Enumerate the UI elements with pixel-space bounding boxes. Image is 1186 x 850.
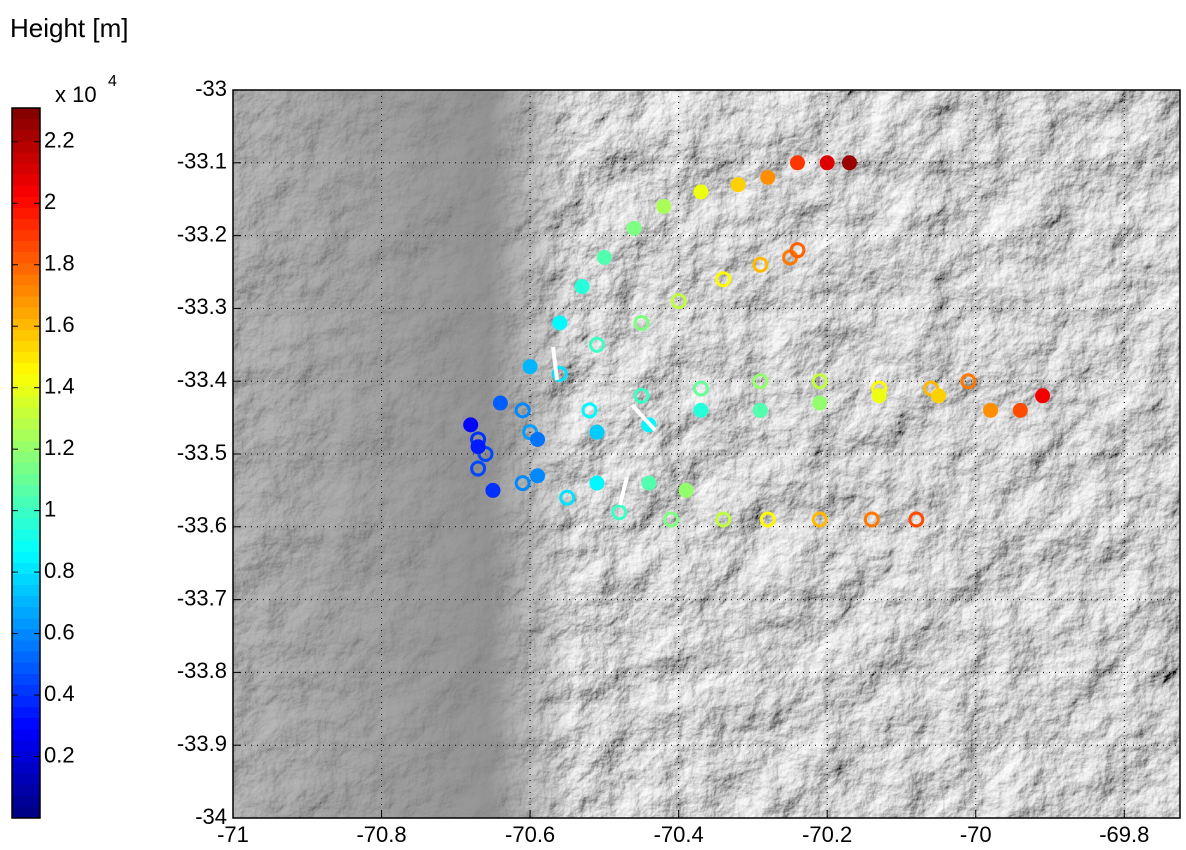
y-tick-label: -33.2 xyxy=(177,221,227,246)
trajectory-point xyxy=(493,396,507,410)
x-tick-label: -70.4 xyxy=(654,822,704,847)
trajectory-point xyxy=(657,199,671,213)
colorbar-tick-label: 0.4 xyxy=(44,681,75,706)
colorbar-tick-label: 2 xyxy=(44,189,56,214)
trajectory-point xyxy=(872,389,886,403)
y-tick-label: -33.4 xyxy=(177,367,227,392)
trajectory-point xyxy=(1036,389,1050,403)
colorbar-multiplier: x 10 xyxy=(55,82,97,107)
colorbar-tick-label: 1 xyxy=(44,496,56,521)
colorbar-exponent: 4 xyxy=(108,73,117,90)
colorbar-tick-label: 1.4 xyxy=(44,374,75,399)
colorbar-tick-label: 0.8 xyxy=(44,558,75,583)
x-tick-label: -70 xyxy=(960,822,992,847)
colorbar-tick-label: 1.2 xyxy=(44,435,75,460)
trajectory-point xyxy=(486,483,500,497)
page: {"chart_data": { "type": "scatter", "tit… xyxy=(0,0,1186,850)
trajectory-point xyxy=(694,185,708,199)
trajectory-point xyxy=(590,476,604,490)
colorbar-tick-label: 1.6 xyxy=(44,312,75,337)
chart-title: Height [m] xyxy=(10,13,129,43)
trajectory-point xyxy=(842,156,856,170)
colorbar-tick-label: 2.2 xyxy=(44,128,75,153)
y-tick-label: -33.7 xyxy=(177,585,227,610)
y-tick-label: -33.3 xyxy=(177,294,227,319)
trajectory-point xyxy=(820,156,834,170)
trajectory-point xyxy=(761,170,775,184)
colorbar xyxy=(12,108,40,818)
x-tick-label: -69.8 xyxy=(1099,822,1149,847)
trajectory-point xyxy=(523,360,537,374)
trajectory-point xyxy=(627,221,641,235)
trajectory-point xyxy=(531,469,545,483)
y-tick-label: -34 xyxy=(195,804,227,829)
x-tick-label: -70.2 xyxy=(802,822,852,847)
trajectory-point xyxy=(932,389,946,403)
trajectory-point xyxy=(597,250,611,264)
chart: Height [m] x 10 4 0.2 0.4 0.6 0.8 1 1.2 1.4 1.6… xyxy=(0,0,1186,850)
trajectory-point xyxy=(679,483,693,497)
trajectory-point xyxy=(590,425,604,439)
trajectory-point xyxy=(531,432,545,446)
trajectory-point xyxy=(694,403,708,417)
trajectory-point xyxy=(575,280,589,294)
x-tick-label: -70.8 xyxy=(356,822,406,847)
trajectory-point xyxy=(464,418,478,432)
y-tick-label: -33.9 xyxy=(177,731,227,756)
y-tick-label: -33.1 xyxy=(177,149,227,174)
y-tick-label: -33 xyxy=(195,76,227,101)
y-tick-label: -33.5 xyxy=(177,440,227,465)
trajectory-point xyxy=(753,403,767,417)
trajectory-point xyxy=(731,178,745,192)
colorbar-tick-label: 0.2 xyxy=(44,742,75,767)
trajectory-point xyxy=(642,476,656,490)
trajectory-point xyxy=(471,440,485,454)
x-tick-label: -70.6 xyxy=(505,822,555,847)
trajectory-point xyxy=(984,403,998,417)
y-tick-label: -33.6 xyxy=(177,513,227,538)
trajectory-point xyxy=(553,316,567,330)
colorbar-tick-label: 0.6 xyxy=(44,619,75,644)
trajectory-point xyxy=(1013,403,1027,417)
trajectory-point xyxy=(790,156,804,170)
colorbar-tick-label: 1.8 xyxy=(44,251,75,276)
trajectory-point xyxy=(813,396,827,410)
y-tick-label: -33.8 xyxy=(177,658,227,683)
